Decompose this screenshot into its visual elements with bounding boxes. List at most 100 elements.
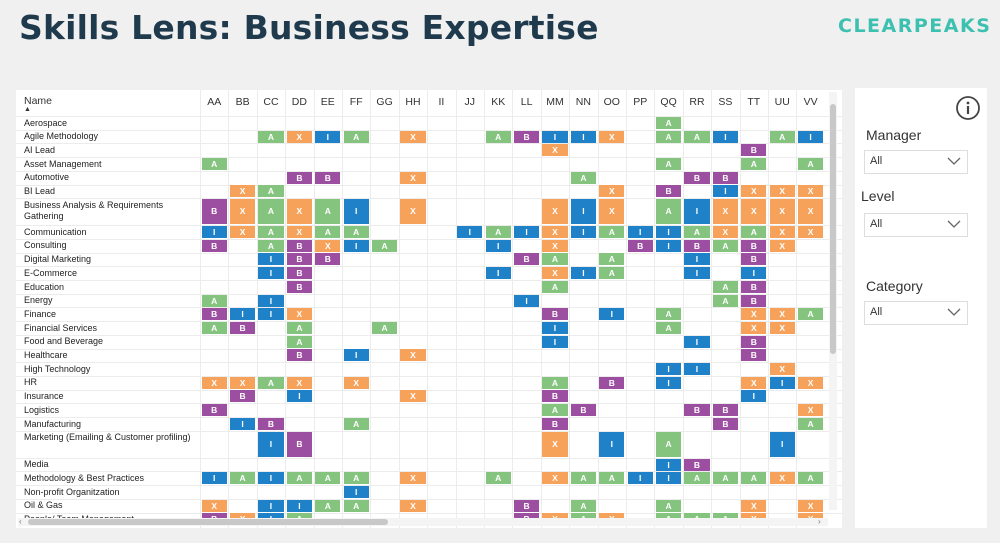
skill-level-cell[interactable]: A <box>712 280 739 293</box>
skill-level-cell[interactable]: I <box>457 226 483 239</box>
column-header-aa[interactable]: AA <box>207 96 222 108</box>
skill-level-cell[interactable]: I <box>741 267 767 280</box>
skill-level-cell[interactable]: X <box>769 308 795 321</box>
skill-level-cell[interactable]: I <box>485 267 511 280</box>
skill-level-cell[interactable]: A <box>599 226 625 239</box>
skill-level-cell[interactable]: A <box>201 321 227 334</box>
skill-level-cell[interactable]: A <box>229 472 256 485</box>
skill-level-cell[interactable]: X <box>286 308 313 321</box>
skill-level-cell[interactable]: A <box>371 321 398 334</box>
column-header-tt[interactable]: TT <box>747 96 761 108</box>
skill-level-cell[interactable]: I <box>229 417 256 430</box>
skill-level-cell[interactable]: X <box>542 267 568 280</box>
skill-level-cell[interactable]: B <box>229 321 256 334</box>
skill-level-cell[interactable]: A <box>797 417 824 430</box>
skill-level-cell[interactable]: B <box>286 431 313 457</box>
skill-level-cell[interactable]: A <box>286 472 313 485</box>
column-header-ii[interactable]: II <box>438 96 445 108</box>
skill-level-cell[interactable]: A <box>315 199 341 225</box>
skill-level-cell[interactable]: I <box>627 472 653 485</box>
skill-level-cell[interactable]: B <box>286 171 313 184</box>
skill-level-cell[interactable]: I <box>655 363 682 376</box>
vertical-scroll-thumb[interactable] <box>830 104 836 354</box>
skill-level-cell[interactable]: A <box>542 280 568 293</box>
skill-level-cell[interactable]: A <box>655 199 682 225</box>
column-header-dd[interactable]: DD <box>291 96 307 108</box>
skill-level-cell[interactable]: A <box>258 376 284 389</box>
skill-level-cell[interactable]: X <box>201 376 227 389</box>
skill-level-cell[interactable]: A <box>655 499 682 512</box>
column-header-ee[interactable]: EE <box>320 96 335 108</box>
skill-level-cell[interactable]: B <box>684 171 710 184</box>
scroll-left-icon[interactable]: ‹ <box>19 517 22 526</box>
skill-level-cell[interactable]: B <box>286 267 313 280</box>
skill-level-cell[interactable]: I <box>570 130 597 143</box>
skill-level-cell[interactable]: B <box>229 390 256 403</box>
skill-level-cell[interactable]: A <box>655 321 682 334</box>
skill-level-cell[interactable]: I <box>769 431 795 457</box>
column-header-qq[interactable]: QQ <box>660 96 677 108</box>
skill-level-cell[interactable]: A <box>485 226 511 239</box>
skill-level-cell[interactable]: I <box>712 185 739 198</box>
skill-level-cell[interactable]: X <box>769 185 795 198</box>
skill-level-cell[interactable]: I <box>315 130 341 143</box>
skill-level-cell[interactable]: X <box>769 363 795 376</box>
skill-level-cell[interactable]: I <box>343 485 369 498</box>
skill-level-cell[interactable]: I <box>570 267 597 280</box>
skill-level-cell[interactable]: X <box>343 376 369 389</box>
skill-level-cell[interactable]: I <box>599 431 625 457</box>
skill-level-cell[interactable]: A <box>315 472 341 485</box>
skill-level-cell[interactable]: B <box>741 144 767 157</box>
skill-level-cell[interactable]: I <box>201 472 227 485</box>
skill-level-cell[interactable]: X <box>769 226 795 239</box>
skill-level-cell[interactable]: X <box>542 226 568 239</box>
column-header-cc[interactable]: CC <box>263 96 279 108</box>
skill-level-cell[interactable]: X <box>542 472 568 485</box>
skill-level-cell[interactable]: A <box>542 253 568 266</box>
skill-level-cell[interactable]: I <box>769 376 795 389</box>
skill-level-cell[interactable]: X <box>741 185 767 198</box>
skill-level-cell[interactable]: B <box>201 239 227 252</box>
skill-level-cell[interactable]: A <box>542 376 568 389</box>
skill-level-cell[interactable]: I <box>485 239 511 252</box>
skill-level-cell[interactable]: A <box>371 239 398 252</box>
column-header-rr[interactable]: RR <box>689 96 705 108</box>
skill-level-cell[interactable]: X <box>769 472 795 485</box>
skill-level-cell[interactable]: A <box>599 267 625 280</box>
skill-level-cell[interactable]: X <box>400 390 426 403</box>
skill-level-cell[interactable]: A <box>343 499 369 512</box>
skill-level-cell[interactable]: I <box>599 308 625 321</box>
skill-level-cell[interactable]: B <box>712 171 739 184</box>
skill-level-cell[interactable]: B <box>513 499 540 512</box>
column-header-uu[interactable]: UU <box>774 96 790 108</box>
skill-level-cell[interactable]: A <box>655 308 682 321</box>
column-header-nn[interactable]: NN <box>575 96 591 108</box>
name-column-header[interactable]: Name <box>24 95 53 107</box>
skill-level-cell[interactable]: I <box>655 226 682 239</box>
skill-level-cell[interactable]: B <box>684 239 710 252</box>
skill-level-cell[interactable]: B <box>741 253 767 266</box>
skill-level-cell[interactable]: B <box>655 185 682 198</box>
vertical-scrollbar[interactable] <box>829 92 837 510</box>
skill-level-cell[interactable]: B <box>286 253 313 266</box>
skill-level-cell[interactable]: I <box>201 226 227 239</box>
skill-level-cell[interactable]: A <box>315 499 341 512</box>
column-header-ff[interactable]: FF <box>349 96 363 108</box>
skill-level-cell[interactable]: I <box>712 130 739 143</box>
skill-level-cell[interactable]: A <box>485 130 511 143</box>
skill-level-cell[interactable]: X <box>741 376 767 389</box>
skill-level-cell[interactable]: B <box>542 308 568 321</box>
skill-level-cell[interactable]: I <box>542 130 568 143</box>
skill-level-cell[interactable]: X <box>286 226 313 239</box>
skill-level-cell[interactable]: X <box>229 226 256 239</box>
skill-level-cell[interactable]: I <box>684 199 710 225</box>
skill-level-cell[interactable]: X <box>741 321 767 334</box>
skill-level-cell[interactable]: X <box>712 226 739 239</box>
skill-level-cell[interactable]: A <box>258 130 284 143</box>
skill-level-cell[interactable]: X <box>400 130 426 143</box>
skill-level-cell[interactable]: A <box>258 226 284 239</box>
skill-level-cell[interactable]: A <box>655 431 682 457</box>
skill-level-cell[interactable]: A <box>315 226 341 239</box>
skill-level-cell[interactable]: X <box>400 171 426 184</box>
column-header-pp[interactable]: PP <box>633 96 648 108</box>
